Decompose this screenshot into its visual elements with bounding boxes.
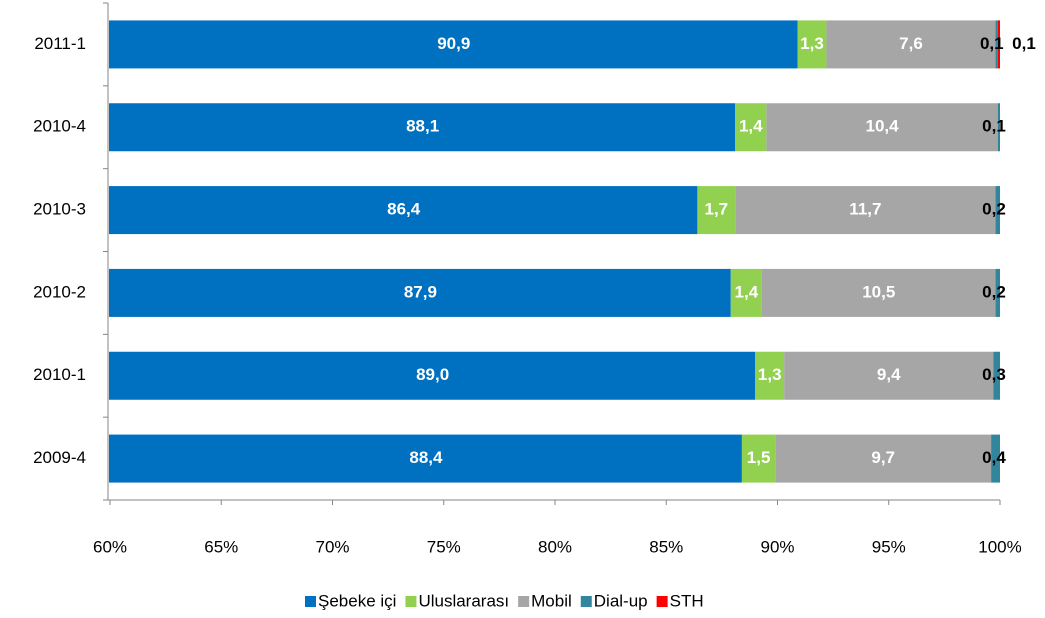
y-tick-label: 2009-4	[33, 448, 86, 467]
bar-segment	[697, 186, 736, 235]
data-label: 9,4	[877, 365, 901, 384]
legend-label: Uluslararası	[418, 591, 509, 610]
legend-swatch	[518, 596, 530, 607]
bar-segment	[991, 434, 1000, 483]
bar-segment	[741, 434, 776, 483]
x-tick-label: 90%	[760, 537, 794, 556]
data-label: 1,7	[704, 200, 728, 219]
x-tick-label: 65%	[204, 537, 238, 556]
legend-label: Mobil	[531, 591, 572, 610]
bar-segment	[109, 186, 698, 235]
data-label: 0,1	[980, 34, 1004, 53]
bar-segment	[995, 268, 1000, 317]
bar-segment	[995, 186, 1000, 235]
y-tick-label: 2010-1	[33, 365, 86, 384]
y-tick-label: 2010-4	[33, 117, 86, 136]
data-label: 1,4	[739, 117, 763, 136]
data-label: 0,3	[982, 365, 1006, 384]
plot-area	[109, 20, 1000, 483]
bar-segment	[797, 20, 827, 69]
data-label: 1,3	[758, 365, 782, 384]
bar-segment	[997, 103, 1000, 152]
data-label: 89,0	[416, 365, 449, 384]
x-tick-label: 80%	[538, 537, 572, 556]
bar-segment	[735, 186, 996, 235]
bar-segment	[766, 103, 998, 152]
data-label: 0,1	[1012, 34, 1036, 53]
data-label: 0,4	[982, 448, 1006, 467]
data-label: 7,6	[899, 34, 923, 53]
bar-segment	[995, 20, 998, 69]
bar-segment	[755, 351, 785, 400]
x-tick-label: 100%	[978, 537, 1021, 556]
legend-swatch	[580, 596, 592, 607]
y-tick-label: 2010-2	[33, 282, 86, 301]
bar-segment	[730, 268, 762, 317]
bar-segment	[997, 20, 1000, 69]
x-tick-label: 60%	[93, 537, 127, 556]
legend-swatch	[305, 596, 316, 607]
data-label: 88,4	[409, 448, 443, 467]
bar-segment	[109, 103, 736, 152]
data-label: 90,9	[437, 34, 470, 53]
data-label: 1,5	[747, 448, 771, 467]
x-tick-label: 85%	[649, 537, 683, 556]
bar-segment	[826, 20, 996, 69]
bar-segment	[109, 434, 742, 483]
bar-segment	[735, 103, 767, 152]
x-tick-label: 95%	[872, 537, 906, 556]
data-label: 86,4	[387, 200, 421, 219]
data-label: 87,9	[404, 282, 437, 301]
legend-swatch	[405, 596, 417, 607]
data-label: 88,1	[406, 117, 439, 136]
x-tick-label: 75%	[427, 537, 461, 556]
legend-label: Dial-up	[594, 591, 648, 610]
y-tick-label: 2011-1	[34, 34, 86, 53]
data-label: 10,4	[866, 117, 900, 136]
x-tick-label: 70%	[315, 537, 349, 556]
data-label: 11,7	[849, 200, 881, 219]
legend-label: STH	[670, 591, 704, 610]
legend-swatch	[656, 596, 668, 607]
data-label: 0,1	[982, 117, 1006, 136]
bar-segment	[993, 351, 1000, 400]
bar-segment	[109, 20, 798, 69]
data-label: 10,5	[862, 282, 895, 301]
bar-segment	[784, 351, 994, 400]
data-label: 1,3	[800, 34, 824, 53]
data-label: 0,2	[982, 282, 1006, 301]
data-label: 0,2	[982, 200, 1006, 219]
legend-label: Şebeke içi	[318, 591, 396, 610]
bar-segment	[109, 268, 731, 317]
y-tick-label: 2010-3	[33, 200, 86, 219]
bar-segment	[775, 434, 992, 483]
data-label: 9,7	[871, 448, 895, 467]
bar-segment	[761, 268, 996, 317]
data-label: 1,4	[735, 282, 759, 301]
bar-segment	[109, 351, 756, 400]
